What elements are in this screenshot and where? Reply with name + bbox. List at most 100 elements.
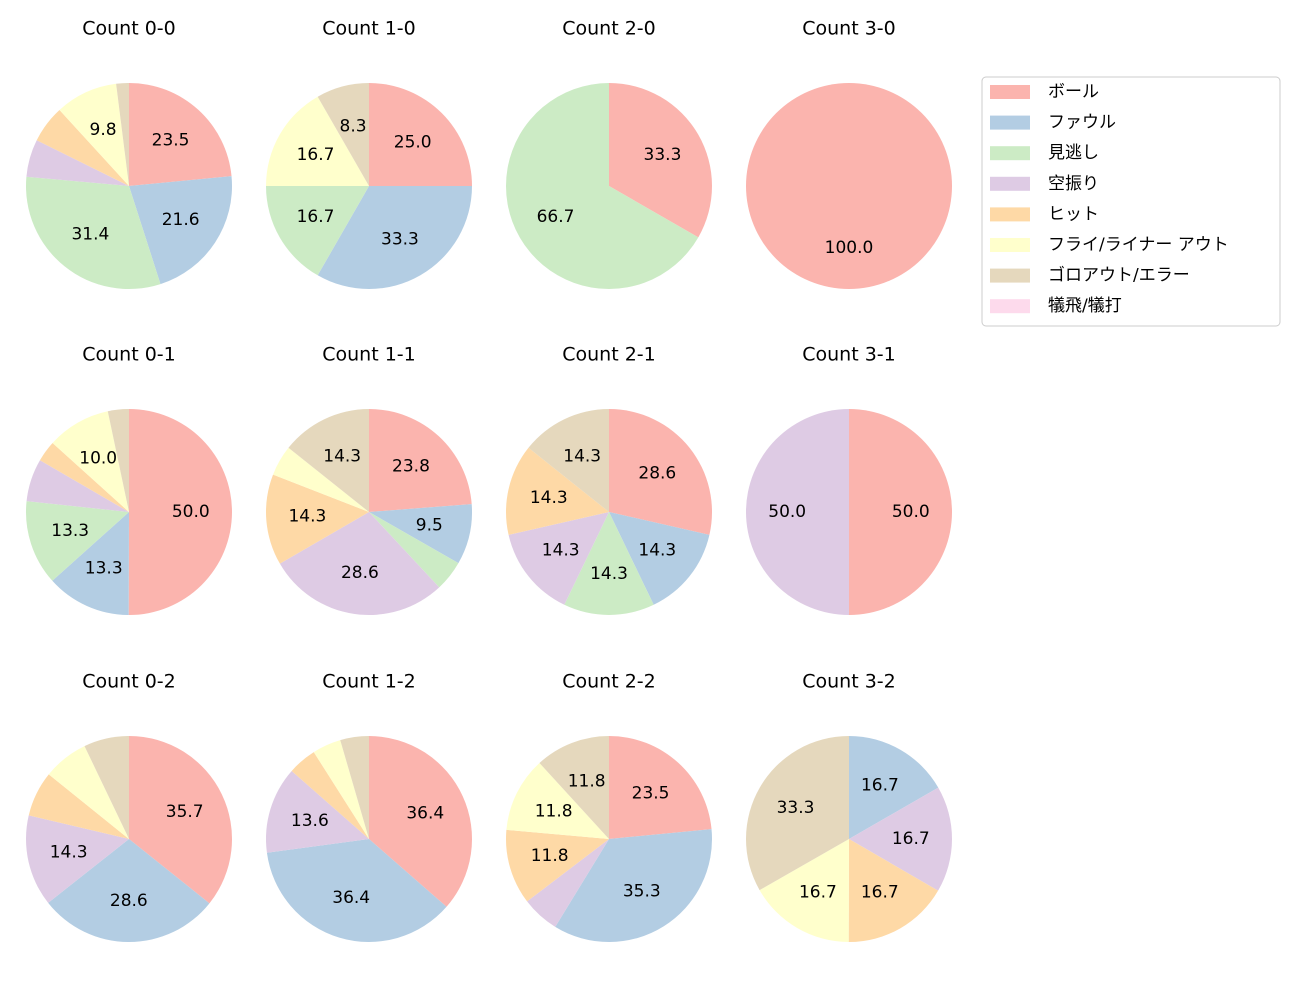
pie-title: Count 0-1	[82, 344, 176, 366]
pie-title: Count 3-0	[802, 18, 896, 40]
pie-slice	[39, 442, 129, 512]
slice-label: 23.5	[152, 130, 190, 150]
slice-label: 25.0	[394, 132, 432, 152]
legend-swatch	[990, 207, 1030, 222]
legend-swatch	[990, 268, 1030, 283]
legend-label: 犠飛/犠打	[1048, 296, 1122, 316]
pie-slice	[369, 409, 472, 512]
slice-label: 14.3	[542, 541, 580, 561]
slice-label: 50.0	[892, 502, 930, 522]
slice-label: 21.6	[162, 210, 200, 230]
pie-slice	[288, 409, 369, 512]
pie-slice	[848, 839, 939, 942]
pie-slice	[26, 140, 129, 186]
slice-label: 8.3	[340, 116, 367, 136]
pie-slice	[369, 504, 472, 564]
slice-label: 33.3	[777, 798, 815, 818]
pie-slice	[746, 83, 952, 289]
slice-label: 33.3	[644, 145, 682, 165]
pie-slice	[506, 829, 609, 902]
slice-label: 16.7	[297, 145, 335, 165]
pie-title: Count 3-1	[802, 344, 896, 366]
slice-label: 66.7	[537, 207, 575, 227]
pie-slice	[84, 736, 129, 839]
legend-label: 空振り	[1048, 174, 1099, 194]
slice-label: 14.3	[638, 541, 676, 561]
pie-slice	[52, 411, 129, 512]
legend-label: ゴロアウト/エラー	[1048, 265, 1190, 286]
pie-slice	[266, 186, 369, 276]
slice-label: 10.0	[79, 448, 117, 468]
legend-swatch	[990, 238, 1030, 252]
slice-label: 50.0	[172, 502, 210, 522]
pie-slice	[313, 740, 369, 839]
pie-slice	[273, 447, 369, 512]
slice-label: 13.3	[85, 558, 123, 578]
slice-label: 14.3	[590, 564, 628, 584]
legend-swatch	[990, 176, 1030, 191]
pie-slice	[506, 762, 609, 839]
pie-slice	[26, 460, 129, 512]
slice-label: 28.6	[110, 891, 148, 911]
pie-slice	[849, 736, 939, 839]
slice-label: 14.3	[50, 842, 88, 862]
slice-label: 100.0	[825, 238, 874, 258]
slice-label: 11.8	[568, 771, 606, 791]
slice-label: 9.8	[90, 120, 117, 140]
pie-slice	[369, 512, 459, 588]
legend-label: ボール	[1048, 82, 1099, 102]
slice-label: 16.7	[861, 775, 899, 795]
pie-slice	[369, 83, 472, 186]
legend-label: ファウル	[1048, 113, 1116, 133]
legend-label: ヒット	[1048, 204, 1099, 224]
pie-slice	[317, 83, 369, 186]
pie-slice	[759, 839, 849, 942]
slice-label: 13.6	[291, 811, 329, 831]
legend-box	[981, 76, 1281, 327]
pie-slice	[52, 512, 130, 615]
pie-slice	[508, 512, 609, 605]
slice-label: 35.3	[623, 881, 661, 901]
pie-slice	[28, 774, 130, 839]
legend-swatch	[990, 85, 1030, 99]
legend-label: 見逃し	[1048, 143, 1099, 163]
slice-label: 14.3	[288, 507, 326, 527]
pie-slice	[528, 409, 609, 512]
pie-slice	[849, 409, 952, 615]
slice-label: 11.8	[535, 802, 573, 822]
pie-slice	[26, 501, 130, 581]
pie-slice	[506, 447, 609, 535]
slice-label: 28.6	[341, 563, 379, 583]
slice-label: 23.8	[392, 457, 430, 477]
slice-label: 14.3	[530, 488, 568, 508]
slice-label: 14.3	[323, 446, 361, 466]
slice-label: 28.6	[638, 463, 676, 483]
legend-swatch	[990, 146, 1030, 161]
pie-slice	[609, 736, 712, 839]
pie-slice	[609, 83, 712, 238]
pie-slice	[266, 839, 447, 943]
pie-slice	[527, 839, 609, 927]
slice-label: 16.7	[297, 207, 335, 227]
legend-swatch	[990, 115, 1030, 130]
slice-label: 16.7	[861, 883, 899, 903]
slice-label: 9.5	[416, 516, 443, 536]
pie-slice	[369, 736, 472, 907]
slice-label: 31.4	[71, 224, 109, 244]
slice-label: 33.3	[381, 229, 419, 249]
pie-slice	[25, 176, 161, 289]
pie-slice	[564, 512, 654, 616]
pie-title: Count 1-0	[322, 18, 416, 40]
slice-label: 11.8	[531, 846, 569, 866]
pie-slice	[539, 736, 609, 839]
legend-swatch	[990, 299, 1030, 314]
pie-slice	[265, 474, 369, 564]
pie-slice	[48, 839, 210, 942]
pie-slice	[279, 512, 440, 616]
pie-title: Count 0-2	[82, 671, 176, 693]
pie-slice	[59, 83, 129, 186]
pie-slice	[746, 409, 849, 615]
slice-label: 16.7	[892, 829, 930, 849]
